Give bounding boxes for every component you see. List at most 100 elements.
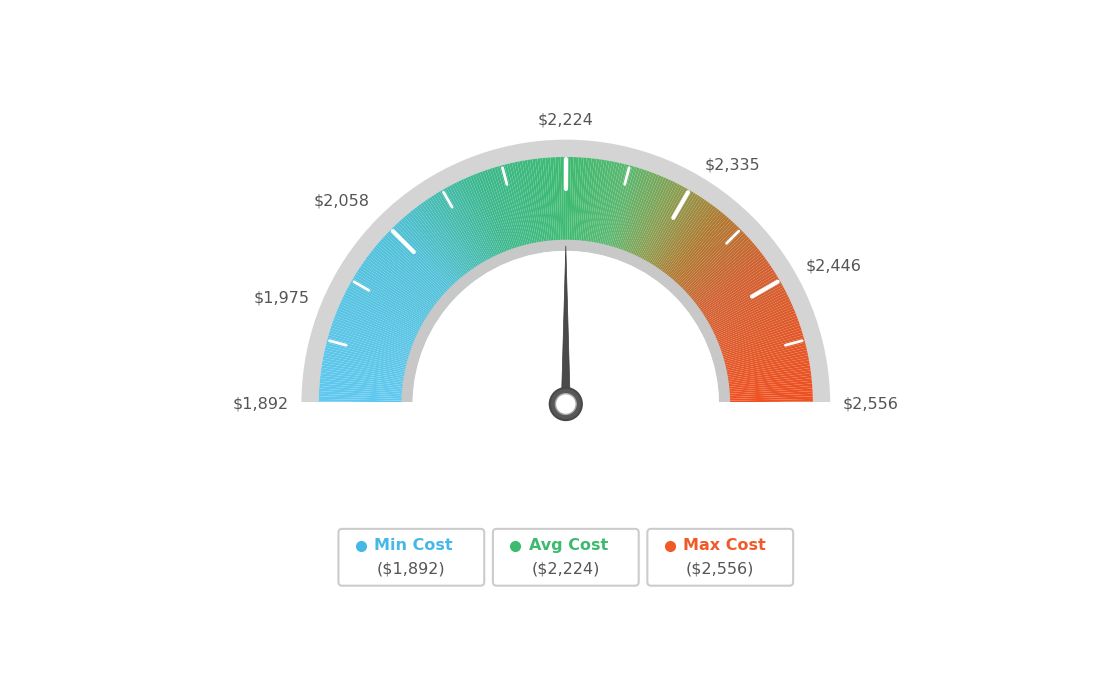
Wedge shape	[719, 391, 813, 397]
Wedge shape	[385, 233, 455, 299]
Wedge shape	[618, 172, 652, 260]
Wedge shape	[438, 191, 488, 273]
Wedge shape	[656, 204, 713, 281]
Text: $2,335: $2,335	[704, 157, 761, 172]
Wedge shape	[650, 198, 704, 277]
Wedge shape	[327, 340, 417, 366]
Wedge shape	[719, 402, 813, 404]
Wedge shape	[667, 219, 731, 290]
Wedge shape	[558, 157, 563, 251]
Wedge shape	[673, 228, 741, 296]
Wedge shape	[338, 306, 425, 345]
Wedge shape	[716, 363, 810, 380]
Wedge shape	[331, 323, 421, 355]
Wedge shape	[597, 162, 619, 255]
Wedge shape	[613, 169, 645, 259]
Wedge shape	[693, 267, 773, 321]
Wedge shape	[349, 283, 433, 331]
Wedge shape	[354, 274, 436, 325]
Wedge shape	[607, 166, 635, 257]
Wedge shape	[697, 276, 778, 326]
Wedge shape	[505, 164, 529, 256]
Wedge shape	[555, 157, 561, 251]
Wedge shape	[582, 158, 594, 252]
Wedge shape	[715, 350, 807, 372]
Wedge shape	[565, 157, 569, 251]
Wedge shape	[608, 167, 637, 257]
Wedge shape	[325, 348, 416, 371]
Wedge shape	[353, 276, 435, 326]
Wedge shape	[702, 292, 787, 336]
Wedge shape	[719, 386, 813, 395]
Wedge shape	[571, 157, 576, 251]
Wedge shape	[465, 177, 505, 264]
Wedge shape	[657, 206, 715, 282]
Wedge shape	[333, 318, 422, 352]
Wedge shape	[569, 157, 574, 251]
Wedge shape	[393, 226, 459, 295]
Wedge shape	[350, 281, 433, 329]
Text: $2,446: $2,446	[806, 259, 862, 274]
Wedge shape	[524, 160, 542, 253]
Wedge shape	[479, 172, 513, 260]
Wedge shape	[411, 210, 470, 285]
Wedge shape	[301, 139, 830, 404]
Wedge shape	[715, 353, 808, 374]
Wedge shape	[696, 274, 777, 325]
Wedge shape	[718, 366, 810, 382]
Wedge shape	[332, 320, 422, 354]
Wedge shape	[321, 363, 415, 380]
Text: Max Cost: Max Cost	[683, 538, 766, 553]
Wedge shape	[522, 160, 540, 253]
Wedge shape	[322, 360, 415, 379]
Wedge shape	[679, 237, 750, 302]
Wedge shape	[548, 157, 556, 251]
Wedge shape	[434, 194, 485, 275]
Wedge shape	[402, 217, 466, 289]
Wedge shape	[390, 229, 457, 297]
Wedge shape	[605, 166, 633, 257]
Wedge shape	[719, 378, 811, 390]
Circle shape	[550, 388, 582, 420]
Wedge shape	[624, 175, 661, 263]
Wedge shape	[482, 170, 516, 260]
Wedge shape	[710, 318, 798, 352]
Wedge shape	[691, 261, 768, 317]
Wedge shape	[599, 163, 623, 255]
Wedge shape	[463, 178, 503, 265]
Wedge shape	[336, 313, 423, 349]
Wedge shape	[683, 246, 757, 308]
Wedge shape	[436, 193, 487, 274]
Wedge shape	[712, 330, 803, 359]
Wedge shape	[660, 209, 720, 284]
Wedge shape	[477, 172, 512, 261]
Wedge shape	[343, 294, 428, 337]
Wedge shape	[408, 212, 469, 286]
Wedge shape	[381, 239, 452, 303]
Wedge shape	[342, 297, 428, 339]
Wedge shape	[507, 164, 531, 255]
Polygon shape	[561, 404, 571, 416]
Wedge shape	[654, 201, 709, 279]
Wedge shape	[391, 228, 458, 296]
Wedge shape	[718, 371, 811, 385]
Wedge shape	[320, 371, 414, 385]
Wedge shape	[719, 381, 813, 391]
Wedge shape	[368, 255, 444, 313]
Wedge shape	[329, 330, 420, 359]
Wedge shape	[413, 251, 719, 404]
Wedge shape	[384, 235, 454, 300]
Wedge shape	[352, 278, 434, 328]
Wedge shape	[705, 301, 792, 342]
Wedge shape	[509, 163, 532, 255]
Wedge shape	[458, 181, 500, 266]
Wedge shape	[636, 184, 680, 268]
Wedge shape	[326, 343, 417, 368]
Wedge shape	[596, 162, 617, 254]
Wedge shape	[592, 160, 609, 253]
Text: $1,975: $1,975	[254, 290, 310, 306]
Text: $2,556: $2,556	[842, 397, 899, 411]
Wedge shape	[577, 157, 586, 251]
Wedge shape	[633, 181, 676, 267]
Wedge shape	[719, 394, 813, 400]
